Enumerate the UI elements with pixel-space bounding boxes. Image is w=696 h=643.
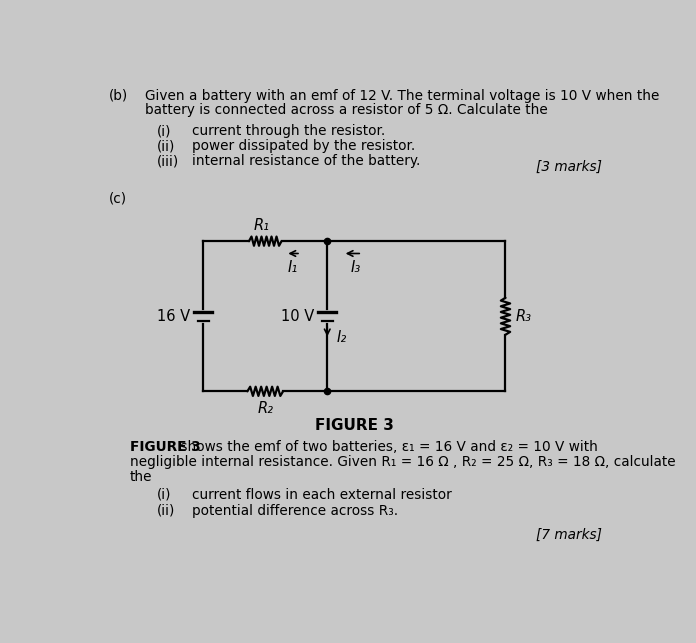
Text: (b): (b) [109,89,128,103]
Text: I₃: I₃ [351,260,361,275]
Text: [7 marks]: [7 marks] [537,528,602,541]
Text: FIGURE 3: FIGURE 3 [129,440,200,454]
Text: FIGURE 3: FIGURE 3 [315,418,394,433]
Text: (iii): (iii) [157,154,179,168]
Text: I₂: I₂ [337,331,347,345]
Text: 16 V: 16 V [157,309,190,323]
Text: potential difference across R₃.: potential difference across R₃. [191,503,397,518]
Text: internal resistance of the battery.: internal resistance of the battery. [191,154,420,168]
Text: (i): (i) [157,124,171,138]
Text: R₃: R₃ [516,309,532,323]
Text: (ii): (ii) [157,503,175,518]
Text: the: the [129,470,152,484]
Text: (ii): (ii) [157,139,175,153]
Text: power dissipated by the resistor.: power dissipated by the resistor. [191,139,415,153]
Text: shows the emf of two batteries, ε₁ = 16 V and ε₂ = 10 V with: shows the emf of two batteries, ε₁ = 16 … [176,440,598,454]
Text: [3 marks]: [3 marks] [537,159,602,174]
Text: battery is connected across a resistor of 5 Ω. Calculate the: battery is connected across a resistor o… [145,103,548,116]
Text: R₁: R₁ [253,219,269,233]
Text: I₁: I₁ [288,260,299,275]
Text: (i): (i) [157,487,171,502]
Text: Given a battery with an emf of 12 V. The terminal voltage is 10 V when the: Given a battery with an emf of 12 V. The… [145,89,660,103]
Text: R₂: R₂ [258,401,274,416]
Text: negligible internal resistance. Given R₁ = 16 Ω , R₂ = 25 Ω, R₃ = 18 Ω, calculat: negligible internal resistance. Given R₁… [129,455,675,469]
Text: (c): (c) [109,191,127,205]
Text: current through the resistor.: current through the resistor. [191,124,385,138]
Text: 10 V: 10 V [280,309,314,323]
Text: current flows in each external resistor: current flows in each external resistor [191,487,452,502]
